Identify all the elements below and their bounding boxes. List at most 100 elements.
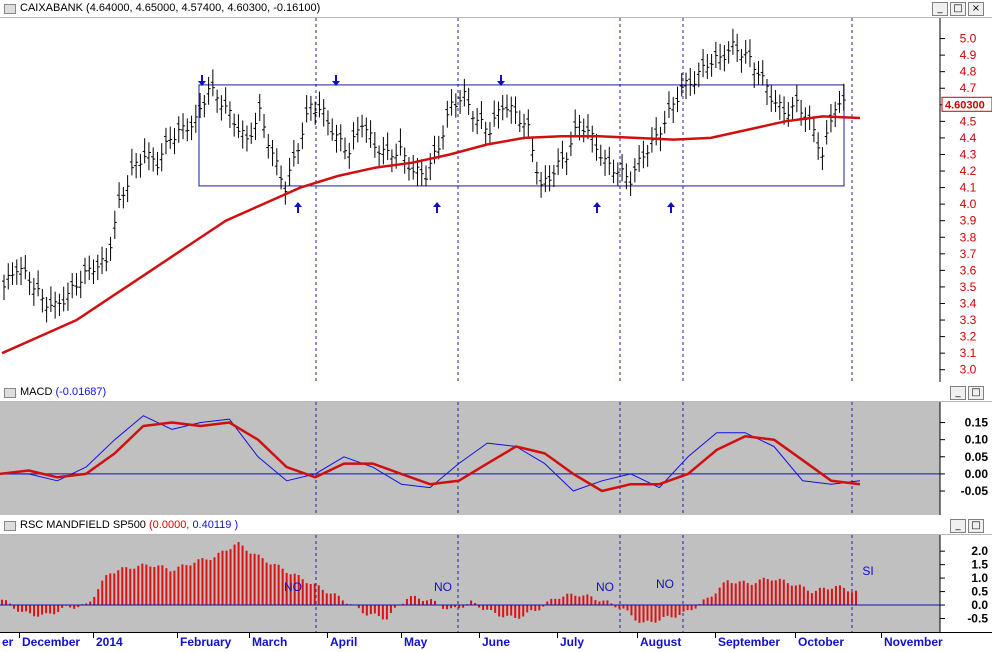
month-tick	[249, 633, 250, 638]
month-label: May	[404, 635, 428, 649]
rsc-y-tick-label: 0.5	[971, 585, 988, 599]
month-tick	[19, 633, 20, 638]
price-panel: CAIXABANK (4.64000, 4.65000, 4.57400, 4.…	[0, 0, 992, 382]
rsc-y-tick-label: 0.0	[971, 598, 988, 612]
price-y-tick-label: 3.1	[960, 346, 977, 360]
restore-button[interactable]: □	[968, 386, 984, 400]
price-axis-area	[940, 18, 992, 382]
price-plot-area	[0, 18, 940, 382]
macd-y-tick-label: 0.05	[965, 450, 989, 464]
up-arrow-icon	[294, 202, 302, 213]
date-axis: er December 2014 February March April May June J…	[0, 632, 992, 652]
macd-y-tick-label: 0.10	[965, 433, 989, 447]
rsc-y-tick-label: -0.5	[967, 612, 988, 626]
month-tick	[327, 633, 328, 638]
price-panel-titlebar: CAIXABANK (4.64000, 4.65000, 4.57400, 4.…	[0, 0, 992, 18]
rsc-y-tick-label: 1.5	[971, 558, 988, 572]
month-label: November	[884, 635, 943, 649]
rsc-annotation: NO	[434, 580, 452, 594]
up-arrow-icon	[593, 202, 601, 213]
restore-button[interactable]: □	[968, 519, 984, 533]
rsc-plot-area	[0, 535, 940, 632]
rsc-panel-title: RSC MANDFIELD SP500 (0.0000, 0.40119 )	[20, 519, 239, 531]
macd-panel-titlebar: MACD (-0.01687) _ □	[0, 384, 992, 402]
last-price-label: 4.60300	[945, 99, 985, 111]
month-label: December	[22, 635, 81, 649]
price-y-tick-label: 3.0	[960, 363, 977, 377]
month-label: June	[482, 635, 511, 649]
price-y-tick-label: 4.5	[960, 114, 977, 128]
month-tick	[795, 633, 796, 638]
price-y-tick-label: 3.8	[960, 230, 977, 244]
rsc-axis-area	[940, 535, 992, 632]
down-arrow-icon	[332, 75, 340, 86]
down-arrow-icon	[497, 75, 505, 86]
price-y-tick-label: 3.5	[960, 280, 977, 294]
price-panel-title: CAIXABANK (4.64000, 4.65000, 4.57400, 4.…	[20, 2, 321, 14]
month-tick	[715, 633, 716, 638]
month-tick	[93, 633, 94, 638]
price-y-tick-label: 4.4	[960, 131, 977, 145]
month-label: March	[252, 635, 288, 649]
rsc-y-tick-label: 1.0	[971, 571, 988, 585]
month-label: February	[180, 635, 232, 649]
price-y-tick-label: 4.9	[960, 48, 977, 62]
month-label: September	[718, 635, 781, 649]
macd-y-tick-label: -0.05	[961, 484, 989, 498]
minimize-button[interactable]: _	[932, 2, 948, 16]
macd-signal-line	[0, 421, 861, 493]
price-y-tick-label: 3.6	[960, 263, 977, 277]
price-y-tick-label: 4.1	[960, 181, 977, 195]
macd-axis-area	[940, 402, 992, 515]
price-y-tick-label: 4.8	[960, 65, 977, 79]
moving-average-line	[1, 115, 861, 355]
month-tick	[881, 633, 882, 638]
macd-panel-title: MACD (-0.01687)	[20, 386, 107, 398]
macd-plot-area	[0, 402, 940, 515]
month-label: April	[330, 635, 358, 649]
price-y-tick-label: 4.0	[960, 197, 977, 211]
month-tick	[401, 633, 402, 638]
month-tick	[479, 633, 480, 638]
macd-chart[interactable]: 0.15 0.10 0.05 0.00 -0.05	[0, 402, 992, 515]
macd-y-tick-label: 0.15	[965, 416, 989, 430]
month-label: October	[798, 635, 845, 649]
rsc-chart[interactable]: NO NO NO NO SI 2.01.51.00.50.0-0.5	[0, 535, 992, 632]
rsc-panel-titlebar: RSC MANDFIELD SP500 (0.0000, 0.40119 ) _…	[0, 517, 992, 535]
chart-window-icon	[4, 388, 16, 398]
price-y-tick-label: 3.7	[960, 247, 977, 261]
month-tick	[177, 633, 178, 638]
rsc-panel: RSC MANDFIELD SP500 (0.0000, 0.40119 ) _…	[0, 517, 992, 632]
price-y-tick-label: 4.2	[960, 164, 977, 178]
month-label: July	[560, 635, 585, 649]
price-y-tick-label: 4.3	[960, 147, 977, 161]
month-tick	[637, 633, 638, 638]
rsc-annotation: NO	[596, 580, 614, 594]
close-button[interactable]: ×	[968, 2, 984, 16]
rsc-y-tick-label: 2.0	[971, 544, 988, 558]
chart-window-icon	[4, 521, 16, 531]
down-arrow-icon	[198, 75, 206, 86]
rsc-annotation: SI	[862, 564, 873, 578]
minimize-button[interactable]: _	[950, 519, 966, 533]
price-y-tick-label: 3.3	[960, 313, 977, 327]
price-y-tick-label: 3.9	[960, 214, 977, 228]
chart-window-icon	[4, 4, 16, 14]
trading-range-box	[198, 84, 845, 187]
restore-button[interactable]: □	[950, 2, 966, 16]
month-label: August	[640, 635, 682, 649]
rsc-annotation: NO	[656, 577, 674, 591]
up-arrow-icon	[433, 202, 441, 213]
price-chart[interactable]: 5.04.94.84.74.64.54.44.34.24.14.03.93.83…	[0, 18, 992, 382]
price-y-tick-label: 3.2	[960, 330, 977, 344]
price-y-tick-label: 4.7	[960, 81, 977, 95]
price-y-tick-label: 3.4	[960, 296, 977, 310]
last-price-box	[941, 96, 992, 112]
macd-line	[0, 415, 861, 492]
macd-panel: MACD (-0.01687) _ □ 0.15 0.10 0.05 0.00 -0.0…	[0, 384, 992, 515]
month-tick	[557, 633, 558, 638]
macd-y-tick-label: 0.00	[965, 467, 989, 481]
month-label: 2014	[96, 635, 123, 649]
minimize-button[interactable]: _	[950, 386, 966, 400]
month-label: er	[2, 635, 14, 649]
